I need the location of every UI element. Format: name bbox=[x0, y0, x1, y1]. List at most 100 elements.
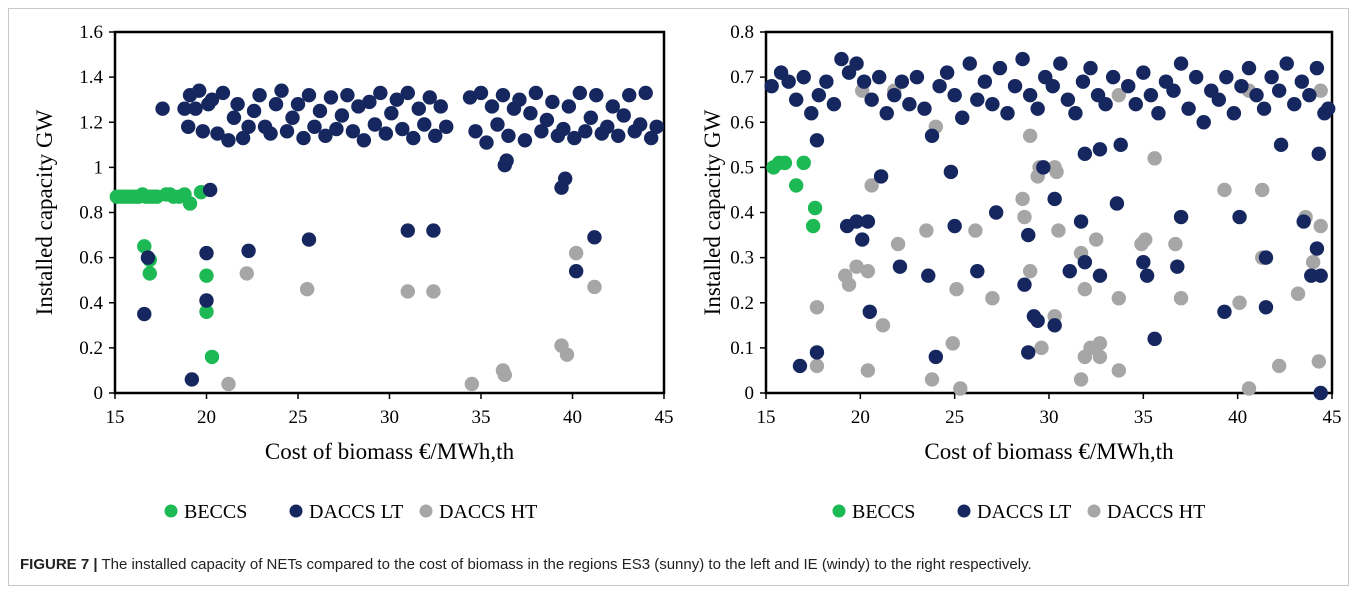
daccs-ht-point bbox=[1168, 236, 1183, 252]
figure-caption: FIGURE 7 | The installed capacity of NET… bbox=[20, 556, 1340, 573]
daccs-lt-point bbox=[1083, 60, 1098, 76]
daccs-lt-point bbox=[970, 263, 985, 279]
daccs-lt-point bbox=[1234, 78, 1249, 94]
daccs-ht-point bbox=[1271, 358, 1287, 374]
daccs-ht-point bbox=[1111, 291, 1127, 306]
daccs-ht-point bbox=[1022, 128, 1038, 143]
daccs-lt-point bbox=[279, 124, 295, 139]
daccs-lt-point bbox=[534, 124, 549, 139]
daccs-ht-point bbox=[1241, 381, 1257, 396]
daccs-lt-point bbox=[921, 268, 936, 283]
daccs-lt-point bbox=[977, 74, 993, 89]
daccs-lt-point bbox=[605, 99, 620, 114]
daccs-lt-point bbox=[1139, 268, 1155, 283]
daccs-ht-point bbox=[809, 358, 825, 374]
daccs-ht-point bbox=[1088, 232, 1104, 247]
x-tick-label: 20 bbox=[197, 407, 216, 428]
daccs-ht-point bbox=[1077, 282, 1093, 297]
daccs-lt-point bbox=[1211, 92, 1226, 107]
daccs-lt-point bbox=[1021, 227, 1036, 243]
daccs-lt-point bbox=[367, 117, 383, 132]
daccs-lt-point bbox=[400, 85, 415, 101]
daccs-lt-point bbox=[1313, 268, 1328, 283]
daccs-lt-point bbox=[501, 128, 516, 143]
daccs-ht-point bbox=[860, 263, 876, 279]
beccs-point bbox=[182, 196, 198, 211]
daccs-lt-point bbox=[1147, 331, 1162, 347]
daccs-lt-point bbox=[523, 106, 538, 121]
y-tick-label: 0.4 bbox=[730, 203, 754, 224]
daccs-lt-point bbox=[290, 97, 306, 112]
legend-label-daccs-lt: DACCS LT bbox=[309, 501, 403, 523]
daccs-lt-point bbox=[307, 119, 322, 134]
daccs-lt-point bbox=[1007, 78, 1023, 94]
daccs-lt-point bbox=[1226, 106, 1242, 121]
daccs-ht-point bbox=[924, 372, 940, 387]
daccs-lt-point bbox=[1143, 87, 1159, 103]
figure-caption-text: The installed capacity of NETs compared … bbox=[97, 556, 1032, 573]
daccs-lt-point bbox=[932, 78, 947, 94]
daccs-ht-point bbox=[875, 318, 891, 333]
daccs-lt-point bbox=[1030, 101, 1045, 116]
daccs-ht-point bbox=[1111, 87, 1127, 103]
daccs-lt-point bbox=[1077, 146, 1093, 162]
beccs-point bbox=[204, 349, 220, 365]
daccs-ht-point bbox=[1138, 232, 1153, 247]
daccs-lt-point bbox=[561, 99, 577, 114]
daccs-lt-point bbox=[411, 101, 426, 116]
daccs-lt-point bbox=[1188, 69, 1204, 85]
daccs-lt-point bbox=[1309, 241, 1325, 256]
daccs-lt-point bbox=[329, 121, 344, 137]
x-tick-label: 15 bbox=[106, 407, 125, 428]
beccs-point bbox=[805, 218, 821, 234]
figure-caption-label: FIGURE 7 | bbox=[20, 556, 98, 573]
legend-marker-beccs bbox=[164, 504, 178, 518]
daccs-ht-point bbox=[1313, 83, 1328, 98]
daccs-lt-point bbox=[334, 108, 350, 123]
daccs-lt-point bbox=[252, 87, 267, 103]
y-tick-label: 0.2 bbox=[730, 293, 754, 314]
daccs-lt-point bbox=[917, 101, 932, 116]
daccs-lt-point bbox=[1321, 101, 1336, 116]
daccs-ht-point bbox=[1311, 354, 1326, 369]
daccs-lt-point bbox=[191, 83, 207, 98]
daccs-ht-point bbox=[1017, 209, 1032, 225]
daccs-lt-point bbox=[395, 121, 410, 137]
right-scatter-chart: 0 0.1 0.2 0.3 0.4 0.5 0.6 0.7 0.8 15 20 25 30 35 40 45 C… bbox=[700, 22, 1342, 523]
daccs-lt-point bbox=[587, 230, 602, 245]
daccs-ht-point bbox=[1290, 286, 1306, 301]
daccs-lt-point bbox=[177, 101, 192, 116]
daccs-lt-point bbox=[545, 94, 560, 110]
daccs-lt-point bbox=[417, 117, 432, 132]
daccs-lt-point bbox=[557, 171, 573, 186]
y-tick-label: 1 bbox=[94, 157, 104, 178]
daccs-lt-point bbox=[1166, 83, 1181, 98]
daccs-lt-point bbox=[1196, 115, 1211, 130]
daccs-lt-point bbox=[340, 87, 355, 103]
daccs-lt-point bbox=[499, 153, 514, 168]
daccs-ht-point bbox=[1111, 363, 1127, 378]
y-tick-label: 0.4 bbox=[79, 293, 103, 314]
daccs-ht-point bbox=[559, 347, 575, 362]
daccs-ht-point bbox=[1254, 182, 1270, 198]
daccs-lt-point bbox=[633, 117, 648, 132]
legend-label-daccs-ht: DACCS HT bbox=[439, 501, 537, 523]
x-tick-label: 40 bbox=[563, 407, 582, 428]
daccs-ht-point bbox=[985, 291, 1000, 306]
daccs-lt-point bbox=[1105, 69, 1121, 85]
daccs-lt-point bbox=[1021, 345, 1036, 360]
daccs-lt-point bbox=[210, 126, 225, 141]
daccs-lt-point bbox=[400, 223, 415, 238]
daccs-lt-point bbox=[811, 87, 827, 103]
x-tick-label: 15 bbox=[757, 407, 776, 428]
daccs-lt-point bbox=[1170, 259, 1185, 274]
y-tick-label: 0.1 bbox=[730, 338, 754, 359]
daccs-ht-point bbox=[239, 266, 254, 281]
daccs-lt-point bbox=[649, 119, 664, 134]
legend-marker-beccs bbox=[832, 504, 846, 518]
beccs-point bbox=[788, 178, 804, 193]
daccs-ht-point bbox=[968, 223, 983, 238]
y-tick-label: 0.6 bbox=[730, 112, 754, 133]
daccs-lt-point bbox=[351, 99, 366, 114]
daccs-ht-point bbox=[568, 245, 584, 261]
